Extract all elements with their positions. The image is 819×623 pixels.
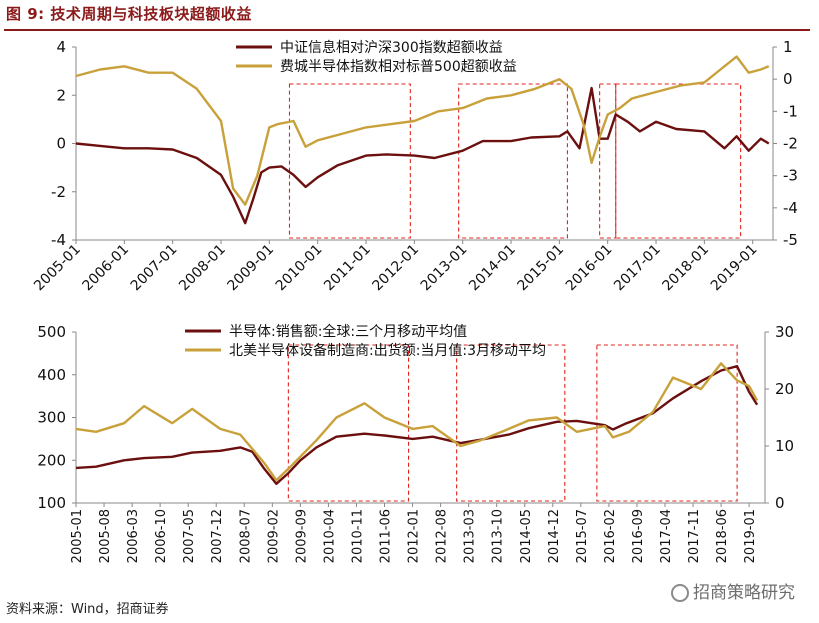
- x-tick-label: 2008-07: [238, 509, 253, 563]
- x-tick-label: 2006-10: [154, 509, 169, 563]
- y-left-tick-label: 100: [37, 494, 66, 512]
- x-tick-label: 2019-01: [708, 242, 761, 295]
- x-tick-label: 2012-01: [407, 509, 422, 563]
- x-tick-label: 2007-12: [210, 509, 225, 563]
- x-tick-label: 2014-01: [466, 242, 519, 295]
- watermark: 招商策略研究: [671, 578, 795, 603]
- y-right-tick-label: -4: [783, 199, 798, 217]
- x-tick-label: 2010-11: [350, 509, 365, 563]
- y-right-tick-label: -5: [783, 231, 798, 249]
- series-line-maroon: [75, 365, 759, 485]
- x-tick-label: 2012-01: [369, 242, 422, 295]
- y-right-tick-label: 0: [775, 494, 785, 512]
- x-tick-label: 2017-01: [611, 242, 664, 295]
- y-left-tick-label: 2: [56, 86, 66, 104]
- y-right-tick-label: -1: [783, 102, 798, 120]
- x-tick-label: 2013-10: [491, 509, 506, 563]
- x-tick-label: 2016-09: [631, 509, 646, 563]
- x-tick-label: 2017-11: [687, 509, 702, 563]
- y-left-tick-label: 200: [37, 451, 66, 469]
- highlight-period-box: [287, 344, 410, 502]
- legend-label: 中证信息相对沪深300指数超额收益: [280, 39, 503, 56]
- legend-label: 半导体:销售额:全球:三个月移动平均值: [229, 323, 467, 340]
- x-tick-label: 2009-09: [294, 509, 309, 563]
- x-tick-label: 2014-12: [547, 509, 562, 563]
- x-tick-label: 2007-05: [182, 509, 197, 563]
- y-right-tick-label: 10: [775, 437, 794, 455]
- x-tick-label: 2015-07: [575, 509, 590, 563]
- highlight-period-box: [615, 83, 742, 239]
- figure-title: 图 9: 技术周期与科技板块超额收益: [6, 5, 252, 23]
- x-tick-label: 2008-01: [176, 242, 229, 295]
- y-left-tick-label: 300: [37, 409, 66, 427]
- x-tick-label: 2009-01: [224, 242, 277, 295]
- x-tick-label: 2019-01: [743, 509, 758, 563]
- source-note: 资料来源：Wind，招商证券: [6, 602, 169, 617]
- x-tick-label: 2005-01: [70, 509, 85, 563]
- x-tick-label: 2016-01: [563, 242, 616, 295]
- y-right-tick-label: 20: [775, 380, 794, 398]
- x-tick-label: 2005-08: [98, 509, 113, 563]
- x-tick-label: 2006-01: [79, 242, 132, 295]
- highlight-period-box: [288, 83, 411, 239]
- x-tick-label: 2010-04: [322, 509, 337, 563]
- wechat-logo-icon: [671, 584, 689, 602]
- y-right-tick-label: 30: [775, 323, 794, 341]
- x-tick-label: 2007-01: [128, 242, 181, 295]
- y-left-tick-label: 500: [37, 323, 66, 341]
- y-right-tick-label: -3: [783, 167, 798, 185]
- y-right-tick-label: -2: [783, 135, 798, 153]
- y-left-tick-label: -4: [51, 231, 66, 249]
- x-tick-label: 2005-01: [31, 242, 84, 295]
- x-tick-label: 2006-03: [126, 509, 141, 563]
- x-tick-label: 2012-08: [435, 509, 450, 563]
- top-chart: 4 2 0 -2 -4 1 0 -1 -2 -3 -4 -5 2005-012006-012007-01…: [31, 38, 798, 294]
- watermark-text: 招商策略研究: [693, 583, 795, 603]
- y-left-tick-label: -2: [51, 183, 66, 201]
- x-tick-label: 2017-04: [659, 509, 674, 563]
- x-tick-label: 2013-03: [463, 509, 478, 563]
- highlight-period-box: [458, 83, 568, 239]
- y-left-tick-label: 400: [37, 366, 66, 384]
- y-right-tick-label: 1: [783, 38, 793, 56]
- x-tick-label: 2016-02: [603, 509, 618, 563]
- highlight-period-box: [599, 83, 617, 239]
- x-tick-label: 2018-01: [660, 242, 713, 295]
- x-tick-label: 2010-01: [273, 242, 326, 295]
- series-line-gold: [75, 362, 759, 482]
- y-right-tick-label: 0: [783, 70, 793, 88]
- x-tick-label: 2009-02: [266, 509, 281, 563]
- series-line-gold: [75, 55, 770, 206]
- legend-label: 北美半导体设备制造商:出货额:当月值:3月移动平均: [229, 342, 546, 359]
- x-tick-label: 2014-05: [519, 509, 534, 563]
- highlight-period-box: [456, 344, 566, 502]
- legend-label: 费城半导体指数相对标普500超额收益: [280, 59, 517, 75]
- x-tick-label: 2015-01: [515, 242, 568, 295]
- x-tick-label: 2011-06: [379, 509, 394, 563]
- x-tick-label: 2013-01: [418, 242, 471, 295]
- x-tick-label: 2018-06: [715, 509, 730, 563]
- y-left-tick-label: 4: [56, 38, 66, 56]
- series-line-maroon: [75, 86, 770, 225]
- title-rule: [4, 29, 810, 31]
- y-left-tick-label: 0: [56, 135, 66, 153]
- x-tick-label: 2011-01: [321, 242, 374, 295]
